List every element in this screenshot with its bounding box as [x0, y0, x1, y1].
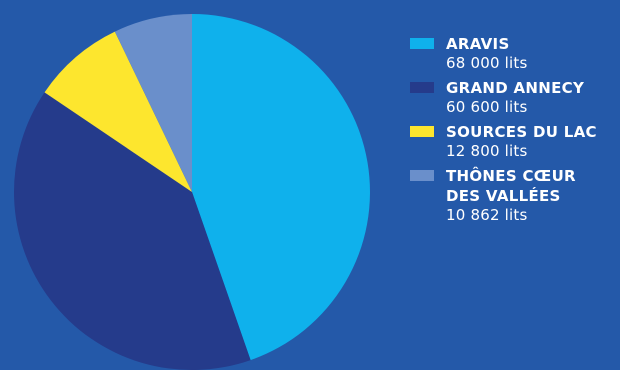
legend-swatch-aravis: [410, 38, 434, 49]
legend-label-aravis: ARAVIS: [446, 34, 620, 54]
legend-value-aravis: 68 000 lits: [446, 54, 620, 72]
legend-item-aravis: ARAVIS 68 000 lits: [410, 34, 620, 72]
legend-value-thones-coeur-des-vallees: 10 862 lits: [446, 206, 620, 224]
legend-item-sources-du-lac: SOURCES DU LAC 12 800 lits: [410, 122, 620, 160]
legend-swatch-thones-coeur-des-vallees: [410, 170, 434, 181]
legend-label-sources-du-lac: SOURCES DU LAC: [446, 122, 620, 142]
legend-value-grand-annecy: 60 600 lits: [446, 98, 620, 116]
legend-swatch-sources-du-lac: [410, 126, 434, 137]
chart-legend: ARAVIS 68 000 lits GRAND ANNECY 60 600 l…: [410, 34, 620, 230]
legend-item-grand-annecy: GRAND ANNECY 60 600 lits: [410, 78, 620, 116]
legend-value-sources-du-lac: 12 800 lits: [446, 142, 620, 160]
legend-item-thones-coeur-des-vallees: THÔNES CŒUR DES VALLÉES 10 862 lits: [410, 166, 620, 224]
legend-swatch-grand-annecy: [410, 82, 434, 93]
legend-label-grand-annecy: GRAND ANNECY: [446, 78, 620, 98]
legend-label-thones-coeur-des-vallees: THÔNES CŒUR DES VALLÉES: [446, 166, 620, 206]
